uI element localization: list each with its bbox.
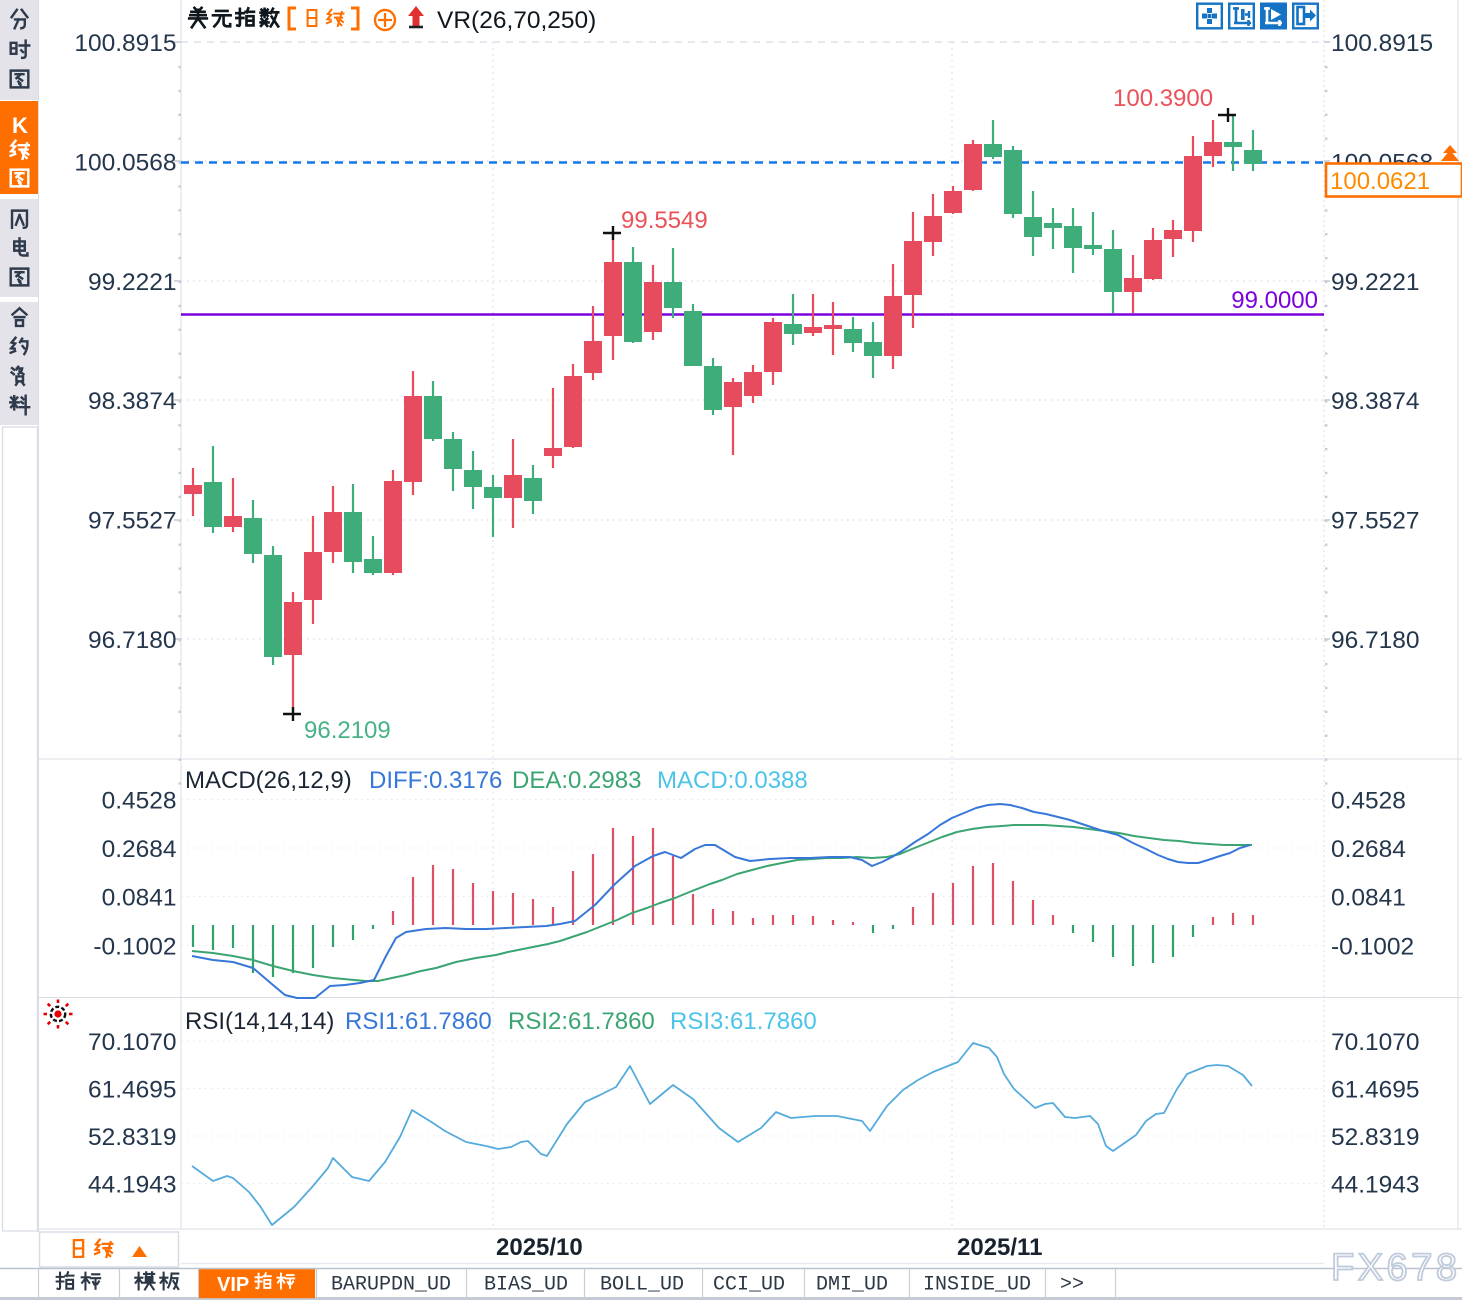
svg-text:70.1070: 70.1070 <box>88 1029 177 1056</box>
svg-text:-0.1002: -0.1002 <box>1331 934 1414 961</box>
svg-text:52.8319: 52.8319 <box>1331 1124 1420 1151</box>
svg-text:99.2221: 99.2221 <box>88 269 177 296</box>
svg-text:DEA:0.2983: DEA:0.2983 <box>512 767 641 794</box>
svg-text:0.4528: 0.4528 <box>102 788 177 815</box>
svg-text:INSIDE_UD: INSIDE_UD <box>923 1274 1031 1297</box>
svg-text:0.2684: 0.2684 <box>1331 836 1406 863</box>
svg-text:VIP: VIP <box>217 1274 249 1296</box>
svg-text:97.5527: 97.5527 <box>88 508 177 535</box>
svg-text:BARUPDN_UD: BARUPDN_UD <box>331 1274 451 1297</box>
svg-text:DIFF:0.3176: DIFF:0.3176 <box>369 767 502 794</box>
svg-text:BIAS_UD: BIAS_UD <box>484 1274 568 1297</box>
svg-text:100.3900: 100.3900 <box>1113 85 1213 112</box>
svg-text:99.0000: 99.0000 <box>1231 287 1318 314</box>
svg-text:96.7180: 96.7180 <box>1331 627 1420 654</box>
svg-text:FX678: FX678 <box>1331 1247 1460 1289</box>
svg-text:100.0568: 100.0568 <box>74 149 176 176</box>
svg-text:44.1943: 44.1943 <box>1331 1172 1420 1199</box>
svg-text:70.1070: 70.1070 <box>1331 1029 1420 1056</box>
svg-text:96.7180: 96.7180 <box>88 627 177 654</box>
svg-text:>>: >> <box>1060 1274 1084 1297</box>
svg-text:97.5527: 97.5527 <box>1331 508 1420 535</box>
svg-text:RSI1:61.7860: RSI1:61.7860 <box>345 1008 492 1035</box>
svg-text:VR(26,70,250): VR(26,70,250) <box>437 7 596 34</box>
svg-text:44.1943: 44.1943 <box>88 1172 177 1199</box>
svg-text:2025/10: 2025/10 <box>496 1234 583 1261</box>
svg-text:MACD(26,12,9): MACD(26,12,9) <box>185 767 352 794</box>
svg-text:MACD:0.0388: MACD:0.0388 <box>657 767 808 794</box>
svg-text:DMI_UD: DMI_UD <box>816 1274 888 1297</box>
svg-text:RSI3:61.7860: RSI3:61.7860 <box>670 1008 817 1035</box>
svg-text:98.3874: 98.3874 <box>1331 388 1420 415</box>
svg-text:61.4695: 61.4695 <box>1331 1077 1420 1104</box>
svg-text:-0.1002: -0.1002 <box>93 934 176 961</box>
svg-text:99.5549: 99.5549 <box>621 207 708 234</box>
svg-text:BOLL_UD: BOLL_UD <box>600 1274 684 1297</box>
svg-text:100.0621: 100.0621 <box>1330 168 1430 195</box>
svg-text:0.0841: 0.0841 <box>1331 885 1406 912</box>
svg-text:100.8915: 100.8915 <box>1331 30 1433 57</box>
svg-text:0.0841: 0.0841 <box>102 885 177 912</box>
svg-text:61.4695: 61.4695 <box>88 1077 177 1104</box>
svg-text:RSI(14,14,14): RSI(14,14,14) <box>185 1008 334 1035</box>
svg-text:99.2221: 99.2221 <box>1331 269 1420 296</box>
svg-text:98.3874: 98.3874 <box>88 388 177 415</box>
svg-text:RSI2:61.7860: RSI2:61.7860 <box>508 1008 655 1035</box>
svg-text:100.8915: 100.8915 <box>74 30 176 57</box>
svg-text:K: K <box>12 113 28 138</box>
svg-text:CCI_UD: CCI_UD <box>713 1274 785 1297</box>
svg-text:2025/11: 2025/11 <box>957 1234 1042 1261</box>
svg-text:0.2684: 0.2684 <box>102 836 177 863</box>
svg-text:96.2109: 96.2109 <box>304 717 391 744</box>
svg-text:0.4528: 0.4528 <box>1331 788 1406 815</box>
svg-text:52.8319: 52.8319 <box>88 1124 177 1151</box>
